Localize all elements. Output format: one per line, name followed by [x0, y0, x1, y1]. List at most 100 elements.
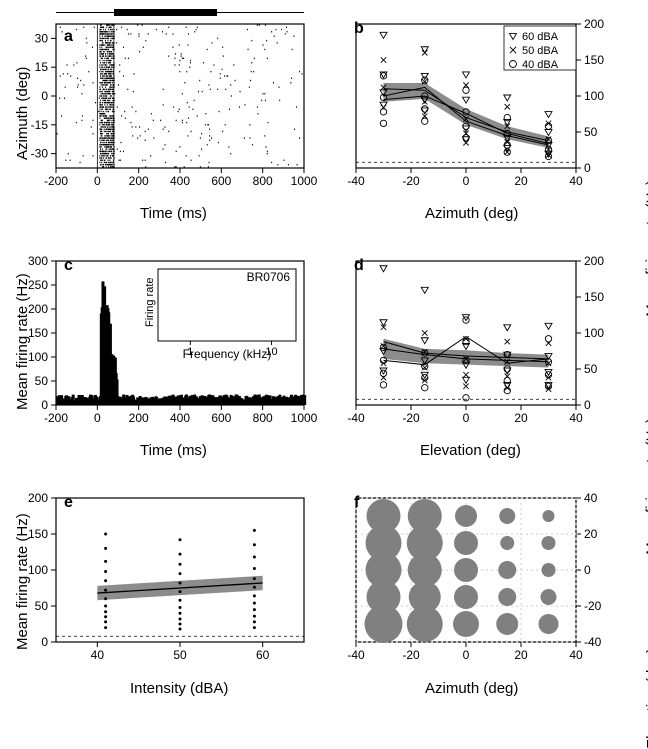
panel-d-label: d: [354, 257, 364, 275]
svg-text:40: 40: [569, 174, 583, 188]
svg-text:150: 150: [28, 326, 48, 340]
svg-text:0: 0: [94, 174, 101, 188]
svg-text:0: 0: [463, 411, 470, 425]
panel-b-ylabel: Mean firing rate (Hz): [644, 180, 648, 317]
svg-text:300: 300: [28, 254, 48, 268]
panel-d-svg: -40-2002040050100150200: [348, 255, 612, 427]
svg-text:40: 40: [569, 648, 583, 662]
panel-f-svg: -40-2002040-40-2002040: [348, 492, 612, 664]
panel-b: -40-200204005010015020060 dBA50 dBA40 dB…: [348, 18, 612, 190]
svg-text:0: 0: [463, 648, 470, 662]
svg-text:Frequency (kHz): Frequency (kHz): [183, 347, 272, 361]
svg-text:0: 0: [584, 161, 591, 175]
svg-text:100: 100: [28, 350, 48, 364]
svg-text:40: 40: [91, 648, 105, 662]
svg-text:15: 15: [35, 60, 49, 74]
svg-text:40: 40: [569, 411, 583, 425]
svg-text:50: 50: [35, 599, 49, 613]
svg-text:20: 20: [584, 527, 598, 541]
panel-e-ylabel: Mean firing rate (Hz): [14, 513, 31, 650]
svg-text:40: 40: [584, 491, 598, 505]
svg-text:-40: -40: [584, 635, 602, 649]
svg-text:100: 100: [584, 89, 604, 103]
svg-text:0: 0: [41, 398, 48, 412]
panel-a-svg: -20002004006008001000-30-1501530: [46, 18, 310, 190]
svg-text:600: 600: [211, 411, 231, 425]
svg-text:20: 20: [514, 648, 528, 662]
panel-a-label: a: [64, 28, 73, 46]
svg-text:0: 0: [584, 398, 591, 412]
svg-text:-40: -40: [347, 174, 365, 188]
svg-text:-20: -20: [402, 648, 420, 662]
svg-text:1: 1: [187, 346, 193, 358]
panel-e-svg: 405060050100150200: [46, 492, 310, 664]
panel-c-label: c: [64, 257, 73, 275]
panel-f-xlabel: Azimuth (deg): [425, 680, 518, 697]
svg-text:-200: -200: [44, 174, 68, 188]
svg-text:800: 800: [253, 411, 273, 425]
svg-text:-20: -20: [402, 174, 420, 188]
svg-text:50: 50: [173, 648, 187, 662]
svg-text:60: 60: [256, 648, 270, 662]
svg-text:200: 200: [28, 302, 48, 316]
svg-text:200: 200: [129, 411, 149, 425]
panel-f-ylabel: Elevation (deg): [644, 648, 648, 749]
svg-text:Firing rate: Firing rate: [144, 277, 156, 327]
svg-text:600: 600: [211, 174, 231, 188]
panel-e-xlabel: Intensity (dBA): [130, 680, 228, 697]
svg-text:50: 50: [584, 125, 598, 139]
svg-text:100: 100: [584, 326, 604, 340]
panel-c: -20002004006008001000050100150200250300B…: [46, 255, 310, 427]
panel-d: -40-2002040050100150200 d: [348, 255, 612, 427]
panel-a-ylabel: Azimuth (deg): [14, 67, 31, 160]
svg-text:-40: -40: [347, 411, 365, 425]
panel-b-svg: -40-200204005010015020060 dBA50 dBA40 dB…: [348, 18, 612, 190]
svg-text:150: 150: [584, 290, 604, 304]
panel-e: 405060050100150200 e: [46, 492, 310, 664]
svg-text:30: 30: [35, 31, 49, 45]
svg-text:-20: -20: [584, 599, 602, 613]
panel-c-svg: -20002004006008001000050100150200250300B…: [46, 255, 310, 427]
svg-text:50 dBA: 50 dBA: [522, 45, 559, 57]
panel-b-xlabel: Azimuth (deg): [425, 205, 518, 222]
svg-text:0: 0: [41, 89, 48, 103]
svg-text:800: 800: [253, 174, 273, 188]
panel-a-xlabel: Time (ms): [140, 205, 207, 222]
panel-b-label: b: [354, 20, 364, 38]
svg-text:-15: -15: [31, 118, 49, 132]
panel-a: -20002004006008001000-30-1501530 a: [46, 18, 310, 190]
svg-text:-20: -20: [402, 411, 420, 425]
svg-text:20: 20: [514, 411, 528, 425]
svg-text:200: 200: [28, 491, 48, 505]
svg-text:150: 150: [28, 527, 48, 541]
svg-text:200: 200: [584, 17, 604, 31]
panel-e-label: e: [64, 494, 73, 512]
panel-d-xlabel: Elevation (deg): [420, 442, 521, 459]
panel-f: -40-2002040-40-2002040 f: [348, 492, 612, 664]
svg-text:0: 0: [584, 563, 591, 577]
svg-text:400: 400: [170, 411, 190, 425]
svg-text:1000: 1000: [291, 411, 318, 425]
svg-text:1000: 1000: [291, 174, 318, 188]
svg-text:100: 100: [28, 563, 48, 577]
svg-text:150: 150: [584, 53, 604, 67]
svg-text:-30: -30: [31, 147, 49, 161]
svg-text:0: 0: [463, 174, 470, 188]
svg-text:-40: -40: [347, 648, 365, 662]
svg-text:10: 10: [265, 346, 277, 358]
svg-text:50: 50: [35, 374, 49, 388]
svg-text:250: 250: [28, 278, 48, 292]
panel-d-ylabel: Mean firing rate (Hz): [644, 418, 648, 555]
svg-text:200: 200: [584, 254, 604, 268]
svg-text:400: 400: [170, 174, 190, 188]
svg-text:BR0706: BR0706: [247, 270, 291, 284]
svg-text:60 dBA: 60 dBA: [522, 31, 559, 43]
svg-text:-200: -200: [44, 411, 68, 425]
svg-text:40 dBA: 40 dBA: [522, 59, 559, 71]
svg-text:0: 0: [41, 635, 48, 649]
svg-text:50: 50: [584, 362, 598, 376]
panel-c-ylabel: Mean firing rate (Hz): [14, 273, 31, 410]
panel-f-label: f: [354, 494, 359, 512]
panel-c-xlabel: Time (ms): [140, 442, 207, 459]
svg-text:20: 20: [514, 174, 528, 188]
